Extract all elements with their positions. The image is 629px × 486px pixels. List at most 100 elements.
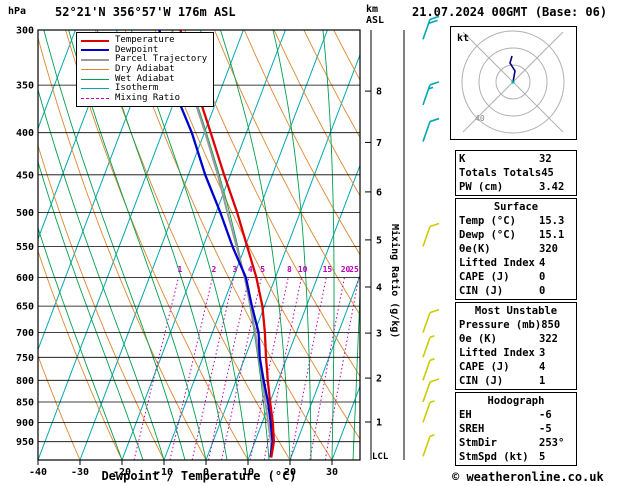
stat-value: 0 — [539, 271, 546, 283]
stat-label: StmSpd (kt) — [459, 451, 529, 463]
stat-value: 3.42 — [539, 181, 565, 193]
stats-row: Totals Totals 45 — [459, 166, 573, 180]
legend-item: Isotherm — [81, 84, 207, 94]
lcl-label: LCL — [372, 452, 389, 462]
stats-row: Pressure (mb) 850 — [459, 318, 573, 332]
pressure-tick-label: 400 — [16, 128, 34, 139]
stats-table-title: Surface — [493, 201, 539, 213]
legend-swatch — [81, 58, 109, 61]
hodograph-unit-label: kt — [457, 33, 469, 44]
legend-item: Parcel Trajectory — [81, 55, 207, 65]
pressure-tick-label: 950 — [16, 437, 34, 448]
wind-barb — [422, 15, 440, 40]
stat-value: -6 — [539, 409, 552, 421]
mixing-ratio-label: 15 — [323, 265, 333, 274]
legend-swatch — [81, 97, 109, 99]
stats-row: StmDir 253° — [459, 436, 573, 450]
wind-barb — [422, 358, 435, 381]
stat-label: Pressure (mb) — [459, 319, 542, 331]
stats-table: Surface Temp (°C) 15.3 Dewp (°C) 15.1 θe(K) 32… — [455, 198, 577, 300]
temperature-tick-label: -10 — [155, 467, 173, 478]
km-tick-label: 6 — [376, 187, 382, 198]
pressure-tick-label: 600 — [16, 273, 34, 284]
stat-label: CIN (J) — [459, 285, 504, 297]
temperature-tick-label: 10 — [242, 467, 254, 478]
hodograph-trace — [509, 55, 516, 83]
mixing-ratio-label: 10 — [298, 265, 308, 274]
mixing-ratio-label: 1 — [177, 265, 182, 274]
stat-value: 5 — [539, 451, 546, 463]
hodograph-grid — [461, 30, 565, 134]
stats-table-title: Hodograph — [487, 395, 545, 407]
pressure-gridlines — [38, 30, 360, 443]
wind-barb — [422, 308, 440, 333]
parcel-trajectory-line — [171, 30, 273, 458]
pressure-tick-label: 550 — [16, 242, 34, 253]
legend-item: Dry Adiabat — [81, 65, 207, 75]
stat-value: 322 — [539, 333, 558, 345]
legend-swatch — [81, 88, 109, 90]
station-title: 52°21'N 356°57'W 176m ASL — [55, 5, 236, 19]
temperature-tick-label: 20 — [284, 467, 296, 478]
stat-value: 3 — [539, 347, 546, 359]
stat-label: CIN (J) — [459, 375, 504, 387]
stat-label: Lifted Index — [459, 347, 535, 359]
wind-barb — [422, 334, 435, 358]
mixing-ratio-axis-label: Mixing Ratio (g/kg) — [389, 224, 400, 339]
stat-value: 0 — [539, 285, 546, 297]
legend-item-label: Wet Adiabat — [115, 73, 175, 84]
mixing-ratio-label: 5 — [260, 265, 265, 274]
mixing-ratio-label: 2 — [211, 265, 216, 274]
pressure-tick-label: 800 — [16, 376, 34, 387]
stat-label: θe(K) — [459, 243, 491, 255]
km-tick-label: 2 — [376, 374, 382, 385]
stat-label: EH — [459, 409, 472, 421]
stats-row: Lifted Index 4 — [459, 256, 573, 270]
wind-barb — [422, 81, 440, 106]
temperature-tick-labels: -40 -30 -20 -10 0 10 20 30 — [29, 460, 338, 478]
hodograph-panel: kt 40 — [450, 26, 577, 140]
stat-label: K — [459, 153, 466, 165]
run-title: 21.07.2024 00GMT (Base: 06) — [412, 5, 608, 19]
stat-value: -5 — [539, 423, 552, 435]
stat-value: 4 — [539, 257, 546, 269]
pressure-unit-label: hPa — [8, 6, 27, 17]
stat-label: StmDir — [459, 437, 497, 449]
stats-table-title: Most Unstable — [474, 305, 558, 317]
stats-row: PW (cm) 3.42 — [459, 180, 573, 194]
legend-item-label: Parcel Trajectory — [115, 54, 208, 65]
km-tick-label: 5 — [376, 235, 382, 246]
km-asl-axis-label: km ASL — [366, 4, 385, 26]
hodograph-origin-dot — [511, 80, 515, 84]
stats-tables: K 32 Totals Totals 45 PW (cm) 3.42 Surface Temp… — [455, 150, 577, 468]
legend-item-label: Dry Adiabat — [115, 64, 175, 75]
wind-barbs — [422, 15, 440, 457]
stats-row: CIN (J) 1 — [459, 374, 573, 388]
legend: Temperature Dewpoint Parcel Trajectory Dry … — [76, 32, 215, 108]
stats-row: K 32 — [459, 152, 573, 166]
stats-row: CIN (J) 0 — [459, 284, 573, 298]
stats-row: EH -6 — [459, 408, 573, 422]
sounding-profiles — [158, 30, 276, 458]
stat-value: 1 — [539, 375, 546, 387]
stats-row: CAPE (J) 0 — [459, 270, 573, 284]
stats-row: θe (K) 322 — [459, 332, 573, 346]
pressure-tick-label: 900 — [16, 418, 34, 429]
stat-value: 4 — [539, 361, 546, 373]
pressure-tick-label: 350 — [16, 81, 34, 92]
stat-label: Totals Totals — [459, 167, 542, 179]
mixing-ratio-label: 25 — [349, 265, 359, 274]
legend-item: Wet Adiabat — [81, 74, 207, 84]
temperature-line — [179, 30, 276, 458]
mixing-ratio-label: 8 — [287, 265, 292, 274]
legend-item-label: Isotherm — [115, 83, 159, 94]
legend-item: Dewpoint — [81, 45, 207, 56]
wind-barb — [422, 378, 440, 403]
pressure-tick-label: 500 — [16, 208, 34, 219]
mixing-ratio-label: 3 — [232, 265, 237, 274]
stats-table: K 32 Totals Totals 45 PW (cm) 3.42 — [455, 150, 577, 196]
stat-value: 45 — [541, 167, 554, 179]
stat-label: CAPE (J) — [459, 271, 510, 283]
